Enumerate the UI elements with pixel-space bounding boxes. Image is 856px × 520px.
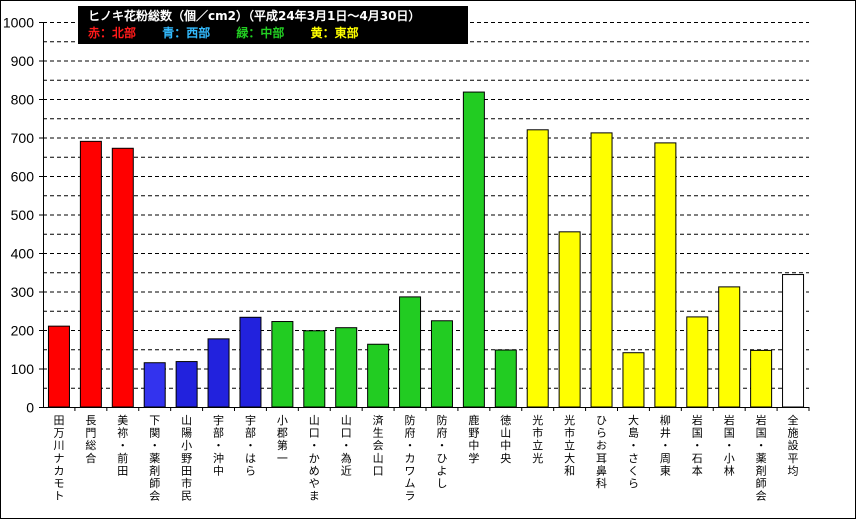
legend-central: 緑：中部 <box>236 26 285 40</box>
bar <box>622 352 645 408</box>
x-tick-label: 山口・為近 <box>341 414 352 477</box>
x-tick-label: 柳井・周東 <box>660 413 671 477</box>
bar <box>271 321 294 408</box>
bar <box>590 132 613 408</box>
x-tick-label: 美祢・前田 <box>117 414 128 477</box>
bar <box>558 231 581 408</box>
x-tick-label: 光市立大和 <box>564 413 575 477</box>
bar <box>526 129 549 408</box>
legend-north: 赤：北部 <box>88 26 137 40</box>
x-tick-label: 岩国・小林 <box>724 413 735 477</box>
bar <box>367 343 390 408</box>
bar <box>750 349 773 408</box>
x-tick-label: 山陽小野田市民 <box>181 414 192 503</box>
bar <box>430 320 453 408</box>
y-tick-label: 0 <box>26 400 34 416</box>
bar <box>207 338 230 408</box>
x-tick-label: 徳山中央 <box>500 414 511 465</box>
x-tick-label: 岩国・石本 <box>692 413 703 477</box>
bar <box>462 91 485 408</box>
bar <box>494 349 517 408</box>
x-tick-label: 田万川ナカモト <box>53 414 64 503</box>
y-tick-label: 200 <box>11 323 35 339</box>
bar <box>686 316 709 408</box>
y-tick-label: 1000 <box>3 15 34 31</box>
bar <box>335 327 358 408</box>
y-tick-label: 900 <box>11 53 35 69</box>
bar <box>654 142 677 408</box>
y-tick-label: 100 <box>11 361 35 377</box>
y-tick-label: 600 <box>11 169 35 185</box>
y-tick-label: 500 <box>11 207 35 223</box>
x-tick-label: 小郡第一 <box>277 414 288 465</box>
bar <box>111 147 134 408</box>
bar <box>303 330 326 408</box>
bar <box>143 362 166 408</box>
y-tick-label: 700 <box>11 130 35 146</box>
x-tick-label: 山口・かめやま <box>309 414 320 503</box>
x-tick-label: 宇部・沖中 <box>213 414 224 477</box>
bar <box>239 316 262 408</box>
x-tick-label: 大島・さくら <box>628 413 639 490</box>
bar <box>718 286 741 408</box>
x-tick-label: 下関・薬剤師会 <box>149 414 160 503</box>
y-tick-label: 800 <box>11 92 35 108</box>
bar <box>47 325 70 408</box>
bar <box>79 140 102 408</box>
y-tick-label: 400 <box>11 246 35 262</box>
bar <box>399 296 422 408</box>
y-tick-label: 300 <box>11 284 35 300</box>
legend-box: ヒノキ花粉総数（個／cm2）（平成24年3月1日～4月30日） 赤：北部 青：西… <box>78 6 468 44</box>
x-tick-label: 岩国・薬剤師会 <box>756 413 767 503</box>
x-tick-label: ひらお耳鼻科 <box>596 414 607 490</box>
chart-title: ヒノキ花粉総数（個／cm2）（平成24年3月1日～4月30日） <box>88 9 421 23</box>
x-tick-label: 全施設平均 <box>788 413 799 477</box>
bar <box>782 274 805 408</box>
legend-row: 赤：北部 青：西部 緑：中部 黄：東部 <box>88 25 468 42</box>
x-tick-label: 防府・カワムラ <box>405 413 416 503</box>
bar <box>175 361 198 408</box>
x-tick-label: 防府・ひよし <box>436 413 447 490</box>
x-tick-label: 済生会山口 <box>373 413 384 477</box>
x-tick-label: 宇部・はら <box>245 414 256 477</box>
x-tick-label: 長門総合 <box>85 414 96 465</box>
legend-west: 青：西部 <box>162 26 211 40</box>
x-tick-label: 光市立光 <box>532 413 543 465</box>
x-tick-label: 鹿野中学 <box>468 413 479 465</box>
legend-east: 黄：東部 <box>310 26 359 40</box>
